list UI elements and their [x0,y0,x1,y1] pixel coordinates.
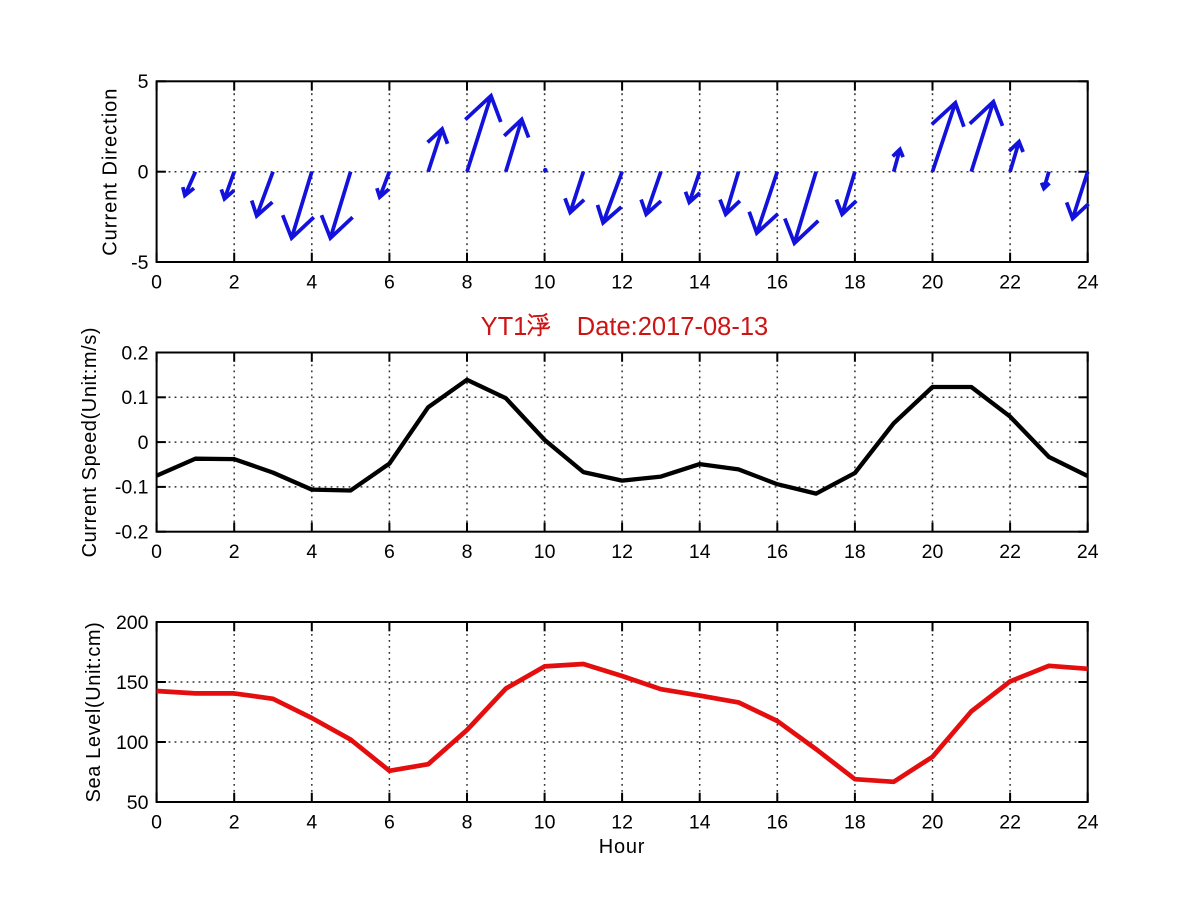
svg-text:18: 18 [844,811,866,833]
svg-text:16: 16 [766,271,788,293]
svg-text:2: 2 [229,541,240,563]
svg-text:2: 2 [229,271,240,293]
svg-text:8: 8 [462,271,473,293]
svg-text:50: 50 [127,792,149,814]
svg-text:8: 8 [462,811,473,833]
svg-text:200: 200 [116,612,149,634]
svg-text:16: 16 [766,541,788,563]
svg-text:-0.1: -0.1 [115,477,149,499]
svg-text:14: 14 [689,811,711,833]
svg-text:22: 22 [999,541,1021,563]
svg-text:8: 8 [462,541,473,563]
svg-text:-5: -5 [131,252,148,274]
svg-text:20: 20 [922,811,944,833]
svg-text:4: 4 [306,541,317,563]
svg-text:YT1: YT1 [481,313,528,341]
svg-text:-0.2: -0.2 [115,522,149,544]
svg-text:22: 22 [999,271,1021,293]
svg-text:100: 100 [116,732,149,754]
svg-text:Current Speed(Unit:m/s): Current Speed(Unit:m/s) [79,327,101,558]
svg-text:0: 0 [138,162,149,184]
svg-text:6: 6 [384,541,395,563]
svg-text:10: 10 [534,271,556,293]
svg-text:0: 0 [151,271,162,293]
svg-text:0: 0 [138,432,149,454]
svg-text:18: 18 [844,271,866,293]
svg-text:2: 2 [229,811,240,833]
svg-text:5: 5 [138,71,149,93]
svg-text:24: 24 [1077,271,1099,293]
svg-text:0: 0 [151,541,162,563]
svg-text:0.1: 0.1 [121,387,148,409]
svg-text:Date:2017-08-13: Date:2017-08-13 [577,313,768,341]
svg-text:4: 4 [306,811,317,833]
svg-text:20: 20 [922,541,944,563]
svg-text:18: 18 [844,541,866,563]
svg-text:12: 12 [611,811,633,833]
svg-text:16: 16 [766,811,788,833]
svg-text:4: 4 [306,271,317,293]
svg-text:10: 10 [534,541,556,563]
svg-text:14: 14 [689,541,711,563]
svg-text:150: 150 [116,672,149,694]
svg-text:12: 12 [611,271,633,293]
svg-text:0.2: 0.2 [121,342,148,364]
svg-text:Sea Level(Unit:cm): Sea Level(Unit:cm) [83,622,105,803]
svg-text:6: 6 [384,271,395,293]
svg-text:0: 0 [151,811,162,833]
svg-text:24: 24 [1077,811,1099,833]
svg-text:10: 10 [534,811,556,833]
svg-text:Current Direction: Current Direction [99,88,121,256]
svg-text:24: 24 [1077,541,1099,563]
svg-text:20: 20 [922,271,944,293]
svg-text:12: 12 [611,541,633,563]
svg-text:Hour: Hour [599,836,646,858]
svg-text:6: 6 [384,811,395,833]
svg-text:14: 14 [689,271,711,293]
svg-text:22: 22 [999,811,1021,833]
